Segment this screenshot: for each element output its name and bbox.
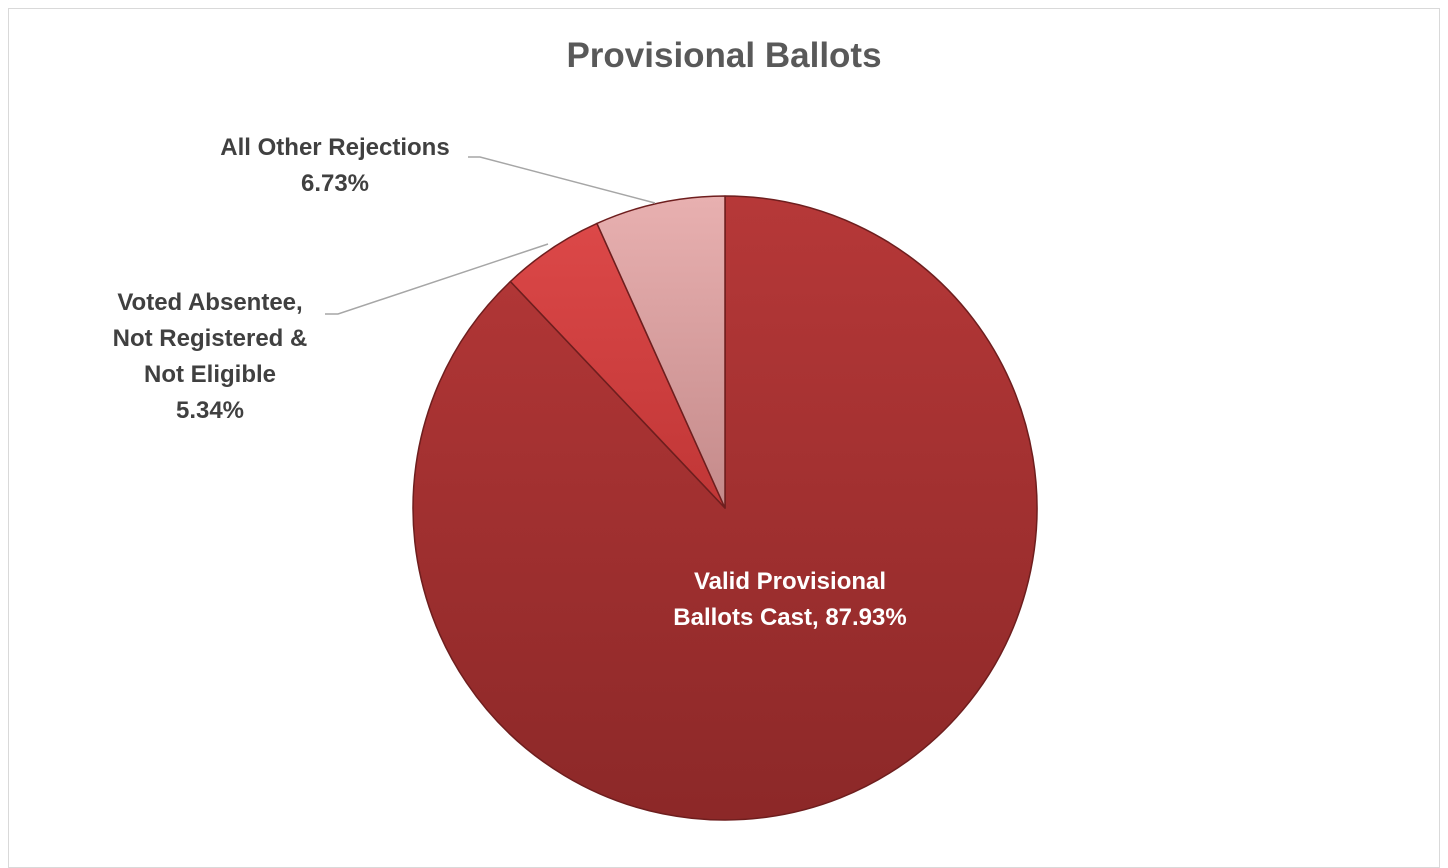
slice-label-all-other-rejections: All Other Rejections 6.73%: [220, 134, 450, 197]
leader-line-absentee: [325, 243, 549, 315]
pie-slice-all-other-rejections: [596, 195, 726, 509]
slice-label-voted-absentee: Voted Absentee, Not Registered & Not Eli…: [112, 289, 308, 424]
slice-label-valid-provisional: Valid Provisional Ballots Cast, 87.93%: [673, 568, 907, 631]
leader-line-other: [468, 156, 656, 204]
chart-title: Provisional Ballots: [566, 36, 882, 75]
pie-chart: [325, 156, 1038, 821]
